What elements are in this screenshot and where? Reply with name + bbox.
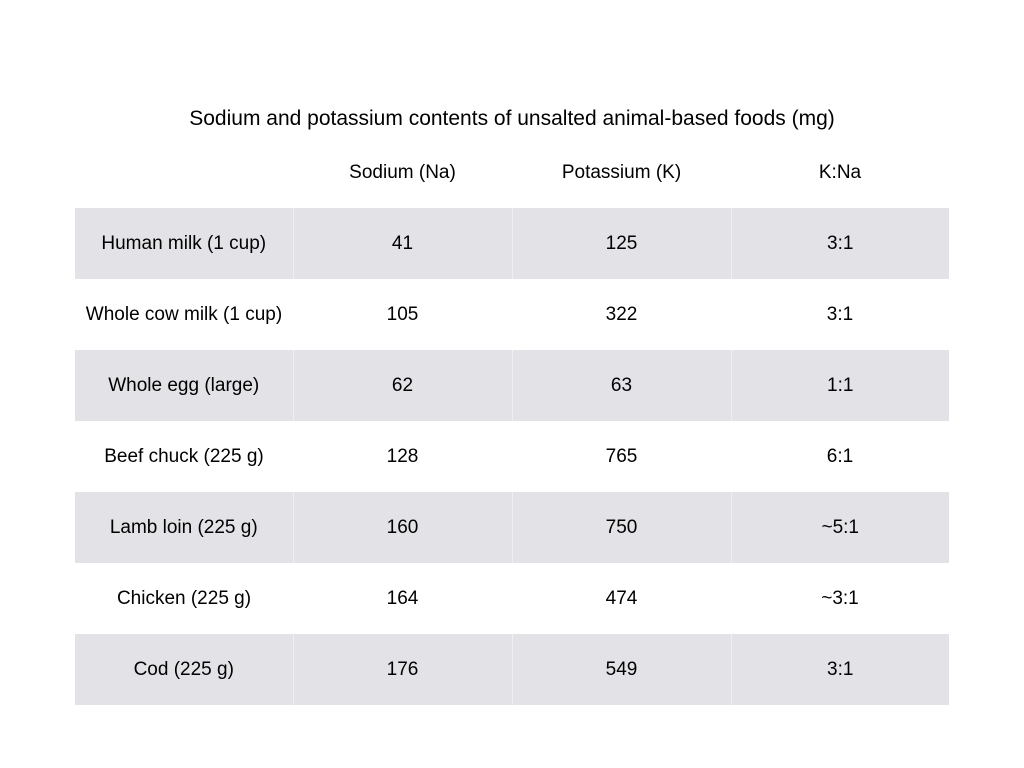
food-cell: Whole egg (large): [75, 350, 293, 421]
header-row: Sodium (Na) Potassium (K) K:Na: [75, 138, 949, 208]
food-cell: Chicken (225 g): [75, 563, 293, 634]
food-cell: Human milk (1 cup): [75, 208, 293, 279]
potassium-cell: 125: [511, 208, 731, 279]
table-row: Whole cow milk (1 cup) 105 322 3:1: [75, 279, 949, 350]
sodium-cell: 105: [293, 279, 512, 350]
food-cell: Whole cow milk (1 cup): [75, 279, 293, 350]
table-row: Beef chuck (225 g) 128 765 6:1: [75, 421, 949, 492]
food-cell: Cod (225 g): [75, 634, 293, 705]
nutrition-table: Sodium (Na) Potassium (K) K:Na Human mil…: [75, 138, 949, 705]
food-cell: Beef chuck (225 g): [75, 421, 293, 492]
ratio-cell: 3:1: [730, 208, 949, 279]
ratio-cell: ~5:1: [730, 492, 949, 563]
sodium-cell: 164: [293, 563, 512, 634]
ratio-cell: ~3:1: [731, 563, 949, 634]
table-row: Human milk (1 cup) 41 125 3:1: [75, 208, 949, 279]
table-row: Lamb loin (225 g) 160 750 ~5:1: [75, 492, 949, 563]
header-cell-potassium: Potassium (K): [561, 162, 682, 183]
table-body: Human milk (1 cup) 41 125 3:1 Whole cow …: [75, 208, 949, 705]
potassium-cell: 63: [511, 350, 731, 421]
potassium-cell: 750: [511, 492, 731, 563]
ratio-cell: 3:1: [731, 279, 949, 350]
sodium-cell: 160: [292, 492, 512, 563]
sodium-cell: 176: [292, 634, 512, 705]
sodium-cell: 41: [292, 208, 512, 279]
ratio-cell: 3:1: [730, 634, 949, 705]
potassium-cell: 549: [511, 634, 731, 705]
table-row: Whole egg (large) 62 63 1:1: [75, 350, 949, 421]
sodium-cell: 62: [292, 350, 512, 421]
header-cell-ratio: K:Na: [818, 162, 862, 183]
ratio-cell: 6:1: [731, 421, 949, 492]
header-cell-food: [75, 138, 293, 208]
table-row: Cod (225 g) 176 549 3:1: [75, 634, 949, 705]
sodium-cell: 128: [293, 421, 512, 492]
food-cell: Lamb loin (225 g): [75, 492, 293, 563]
slide-title: Sodium and potassium contents of unsalte…: [189, 107, 835, 130]
potassium-cell: 474: [512, 563, 731, 634]
table-row: Chicken (225 g) 164 474 ~3:1: [75, 563, 949, 634]
ratio-cell: 1:1: [730, 350, 949, 421]
table-header: Sodium (Na) Potassium (K) K:Na: [75, 138, 949, 208]
header-cell-sodium: Sodium (Na): [349, 162, 456, 183]
potassium-cell: 765: [512, 421, 731, 492]
potassium-cell: 322: [512, 279, 731, 350]
